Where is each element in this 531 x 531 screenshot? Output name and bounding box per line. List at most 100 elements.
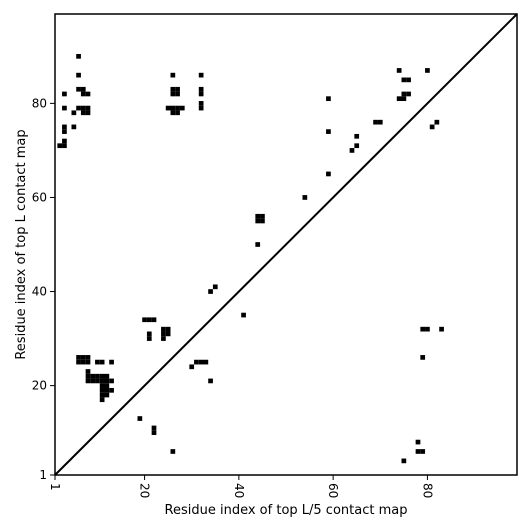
contact-cell-top-l <box>302 195 308 200</box>
contact-cell-top-l5 <box>99 387 105 393</box>
contact-cell-top-l <box>175 91 180 97</box>
contact-cell-top-l5 <box>208 378 213 384</box>
contact-cell-top-l5 <box>146 336 152 341</box>
x-axis-ticks: 1 20 40 60 80 <box>48 475 434 498</box>
contact-cell-top-l <box>76 105 81 111</box>
contact-cell-top-l <box>198 101 204 106</box>
contact-cell-top-l <box>354 133 360 139</box>
contact-cell-top-l5 <box>104 387 110 393</box>
contact-cell-top-l <box>212 284 218 290</box>
contact-cell-top-l5 <box>146 317 152 323</box>
diagonal-line <box>54 13 518 476</box>
contact-cell-top-l <box>198 72 204 78</box>
contact-cell-top-l <box>326 129 331 134</box>
contact-cell-top-l <box>76 86 81 92</box>
x-tick-label: 20 <box>138 483 152 498</box>
contact-cell-top-l <box>406 91 411 97</box>
contact-cell-top-l5 <box>76 355 81 360</box>
x-tick-label: 1 <box>48 483 62 491</box>
contact-cell-top-l5 <box>151 430 157 436</box>
contact-cell-top-l5 <box>425 326 430 332</box>
contact-cell-top-l <box>170 105 176 111</box>
contact-cell-top-l <box>260 213 265 219</box>
y-tick-label: 20 <box>32 379 47 393</box>
x-tick-label: 40 <box>232 483 246 498</box>
contact-cell-top-l <box>165 105 171 111</box>
contact-cell-top-l <box>198 86 204 92</box>
contact-cell-top-l5 <box>104 373 110 379</box>
contact-cell-top-l5 <box>439 326 444 332</box>
contact-cell-top-l5 <box>85 369 91 374</box>
contact-cell-top-l <box>62 124 67 130</box>
contact-cell-top-l <box>62 105 67 111</box>
contact-cell-top-l <box>434 119 440 125</box>
contact-cell-top-l <box>170 86 176 92</box>
contact-cell-top-l5 <box>99 383 105 388</box>
contact-cell-top-l <box>401 77 407 83</box>
x-tick-label: 60 <box>326 483 340 498</box>
contact-cell-top-l5 <box>85 355 91 360</box>
contact-cells <box>57 53 444 464</box>
contact-cell-top-l <box>255 213 261 219</box>
contact-cell-top-l <box>429 124 435 130</box>
contact-cell-top-l <box>396 68 402 73</box>
y-axis-ticks: 1 20 40 60 80 <box>32 96 55 482</box>
contact-cell-top-l5 <box>420 449 426 454</box>
contact-cell-top-l5 <box>146 331 152 337</box>
contact-cell-top-l <box>80 86 86 92</box>
contact-cell-top-l <box>85 91 91 97</box>
contact-cell-top-l <box>62 138 67 144</box>
contact-cell-top-l5 <box>142 317 147 323</box>
contact-cell-top-l <box>326 96 331 102</box>
x-tick-label: 80 <box>420 483 434 498</box>
contact-cell-top-l <box>85 110 91 116</box>
contact-cell-top-l5 <box>85 359 91 365</box>
contact-cell-top-l <box>401 91 407 97</box>
contact-cell-top-l5 <box>241 312 246 318</box>
contact-cell-top-l5 <box>165 331 171 337</box>
contact-cell-top-l <box>62 91 67 97</box>
y-tick-label: 40 <box>32 285 47 299</box>
contact-cell-top-l <box>354 143 360 149</box>
contact-cell-top-l5 <box>161 336 166 341</box>
contact-cell-top-l5 <box>151 317 157 323</box>
contact-cell-top-l5 <box>99 359 105 365</box>
contact-cell-top-l5 <box>85 378 91 384</box>
contact-cell-top-l <box>62 143 67 149</box>
contact-cell-top-l <box>255 218 261 224</box>
contact-cell-top-l5 <box>415 439 421 445</box>
contact-cell-top-l <box>373 119 378 125</box>
contact-cell-top-l5 <box>161 326 166 332</box>
contact-cell-top-l <box>71 110 77 116</box>
contact-cell-top-l5 <box>90 378 96 384</box>
contact-cell-top-l5 <box>194 359 199 365</box>
contact-cell-top-l5 <box>420 355 426 360</box>
x-axis-label: Residue index of top L/5 contact map <box>165 503 408 518</box>
contact-cell-top-l <box>198 105 204 111</box>
y-tick-label: 80 <box>32 96 47 110</box>
contact-cell-top-l5 <box>420 326 426 332</box>
y-tick-label: 1 <box>39 468 47 482</box>
y-tick-label: 60 <box>32 190 47 204</box>
contact-cell-top-l5 <box>198 359 204 365</box>
contact-cell-top-l5 <box>104 383 110 388</box>
contact-cell-top-l <box>401 96 407 102</box>
contact-cell-top-l5 <box>80 355 86 360</box>
contact-cell-top-l5 <box>85 373 91 379</box>
contact-cell-top-l <box>208 289 213 294</box>
contact-cell-top-l <box>406 77 411 83</box>
contact-cell-top-l <box>326 171 331 177</box>
contact-cell-top-l5 <box>151 425 157 431</box>
contact-cell-top-l5 <box>203 359 209 365</box>
contact-cell-top-l5 <box>95 378 100 384</box>
contact-cell-top-l <box>198 91 204 97</box>
contact-cell-top-l5 <box>170 449 176 454</box>
contact-cell-top-l <box>170 91 176 97</box>
contact-cell-top-l5 <box>80 359 86 365</box>
contact-cell-top-l5 <box>99 373 105 379</box>
contact-cell-top-l5 <box>109 387 114 393</box>
contact-cell-top-l <box>62 129 67 134</box>
contact-cell-top-l <box>396 96 402 102</box>
contact-cell-top-l <box>175 105 180 111</box>
